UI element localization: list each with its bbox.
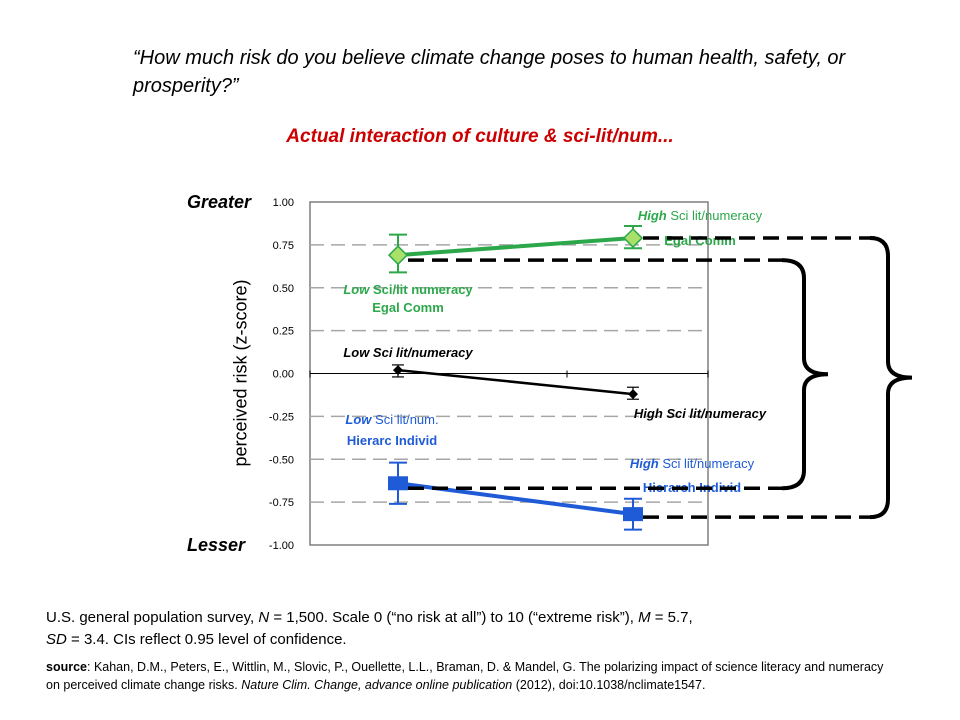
y-tick-label: 0.50 xyxy=(273,283,294,295)
y-tick-label: 0.25 xyxy=(273,326,294,338)
annotation-label: Low Sci/lit numeracy xyxy=(343,282,473,297)
survey-part1: U.S. general population survey, xyxy=(46,609,259,626)
annotation-text: Sci/lit numeracy xyxy=(369,282,473,297)
annotation-text: Sci lit/numeracy xyxy=(659,456,755,471)
source-part2: (2012), doi:10.1038/nclimate1547. xyxy=(512,678,706,692)
survey-m: M xyxy=(638,609,651,626)
outer-brace xyxy=(869,236,913,520)
source-label: source xyxy=(46,660,87,674)
annotation-text: Sci lit/numeracy xyxy=(667,208,763,223)
survey-n: N xyxy=(258,609,270,626)
annotation-emphasis: Low xyxy=(345,412,372,427)
y-tick-label: 1.00 xyxy=(273,197,294,209)
survey-part2: = 1,500. Scale 0 (“no risk at all”) to 1… xyxy=(269,609,639,626)
series-line xyxy=(397,236,634,258)
annotation-label: High Sci lit/numeracy xyxy=(638,208,763,223)
survey-sd: SD xyxy=(46,631,67,648)
chart-subtitle: Actual interaction of culture & sci-lit/… xyxy=(286,126,674,147)
source-part1: : Kahan, D.M., Peters, E., Wittlin, M., … xyxy=(46,660,884,692)
survey-part3: = 5.7, xyxy=(650,609,693,626)
y-tick-label: -1.00 xyxy=(269,540,294,552)
annotation-label: Low Sci lit/num. xyxy=(345,412,438,427)
survey-question: “How much risk do you believe climate ch… xyxy=(133,47,846,97)
y-tick-label: -0.75 xyxy=(269,497,294,509)
data-point xyxy=(628,389,638,400)
survey-part4: = 3.4. CIs reflect 0.95 level of confide… xyxy=(66,631,347,648)
annotation-emphasis: Low xyxy=(343,282,370,297)
series-line xyxy=(397,368,634,396)
y-tick-label: 0.75 xyxy=(273,240,294,252)
y-tick-label: 0.00 xyxy=(273,369,294,381)
annotation-label: Egal Comm xyxy=(664,233,736,248)
source-citation: source: Kahan, D.M., Peters, E., Wittlin… xyxy=(46,658,886,694)
annotation-label: Hierarc Individ xyxy=(347,433,437,448)
survey-note: U.S. general population survey, N = 1,50… xyxy=(46,607,846,651)
data-point xyxy=(623,507,643,522)
annotation-label: High Sci lit/numeracy xyxy=(634,406,767,421)
annotation-text: Sci lit/num. xyxy=(371,412,438,427)
annotation-label: Low Sci lit/numeracy xyxy=(343,345,473,360)
lesser-label: Lesser xyxy=(187,535,246,555)
series-all xyxy=(392,364,639,400)
data-point xyxy=(388,476,408,491)
inner-brace xyxy=(781,258,829,491)
annotation-label: High Sci lit/numeracy xyxy=(630,456,755,471)
data-point xyxy=(622,227,644,249)
source-journal: Nature Clim. Change, advance online publ… xyxy=(241,678,513,692)
annotation-emphasis: High xyxy=(630,456,659,471)
greater-label: Greater xyxy=(187,192,252,212)
data-point xyxy=(393,365,403,376)
y-tick-label: -0.25 xyxy=(269,411,294,423)
data-point xyxy=(387,245,409,266)
series-egal xyxy=(387,225,644,274)
annotation-emphasis: High xyxy=(638,208,667,223)
annotation-label: Egal Comm xyxy=(372,300,444,315)
annotation-label: Hierarch Individ xyxy=(643,480,741,495)
y-tick-label: -0.50 xyxy=(269,454,294,466)
